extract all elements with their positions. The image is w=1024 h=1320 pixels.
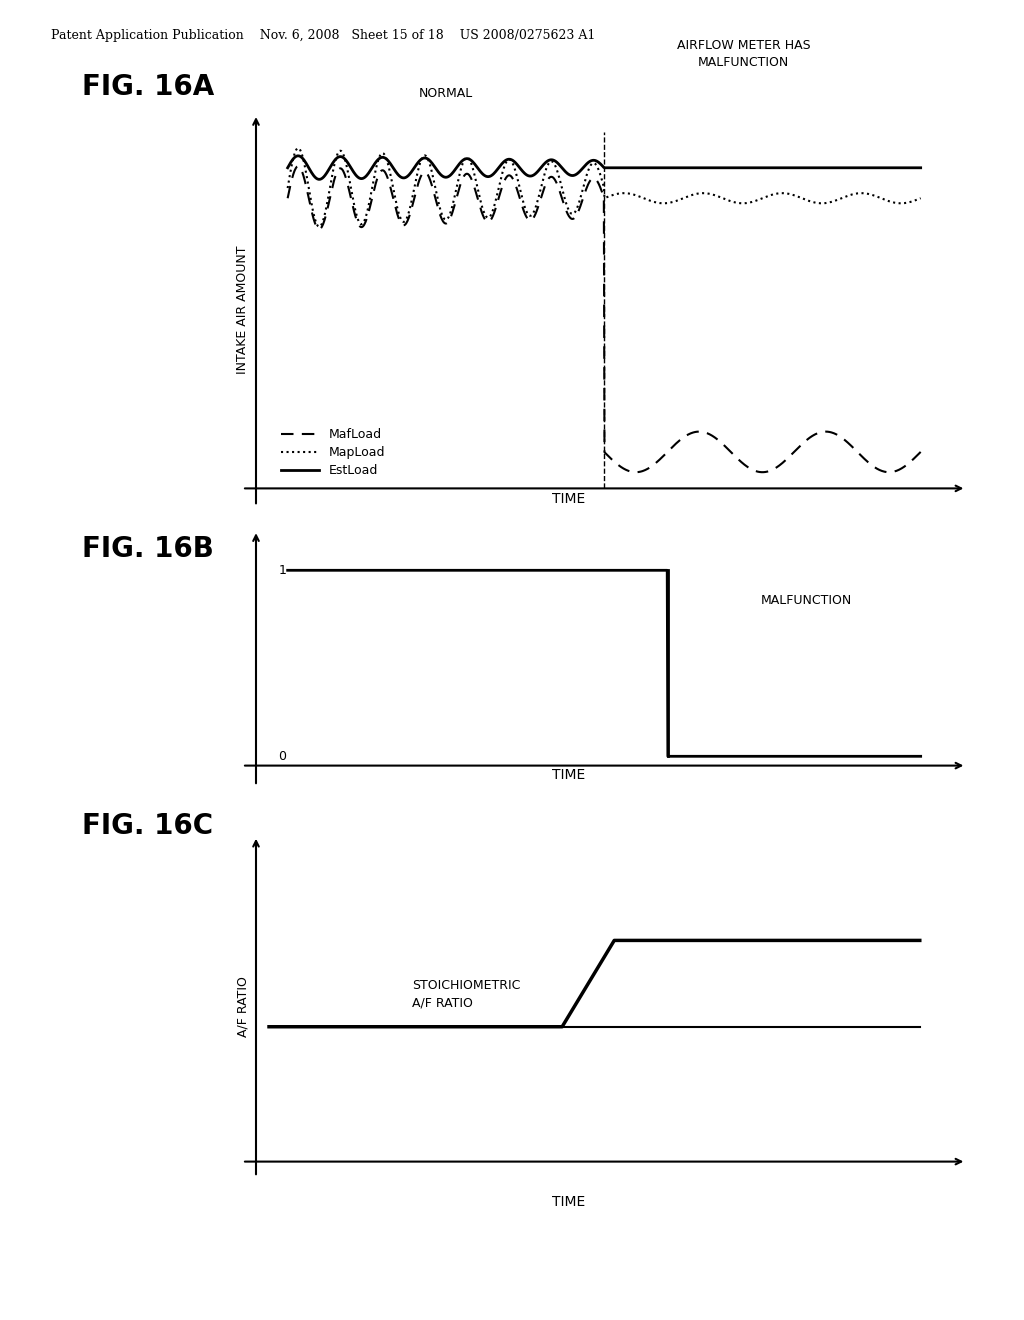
- Legend: MafLoad, MapLoad, EstLoad: MafLoad, MapLoad, EstLoad: [276, 424, 390, 482]
- Text: FIG. 16B: FIG. 16B: [82, 535, 214, 562]
- Text: STOICHIOMETRIC
A/F RATIO: STOICHIOMETRIC A/F RATIO: [413, 979, 520, 1010]
- Text: 0: 0: [279, 750, 286, 763]
- Text: AIRFLOW METER HAS
MALFUNCTION: AIRFLOW METER HAS MALFUNCTION: [677, 40, 810, 70]
- Text: TIME: TIME: [552, 768, 585, 783]
- Text: FIG. 16A: FIG. 16A: [82, 73, 214, 100]
- Text: NORMAL: NORMAL: [419, 87, 473, 100]
- Text: MALFUNCTION: MALFUNCTION: [761, 594, 852, 607]
- Text: 1: 1: [279, 564, 286, 577]
- Text: TIME: TIME: [552, 1195, 585, 1209]
- Y-axis label: A/F RATIO: A/F RATIO: [237, 975, 249, 1038]
- Text: FIG. 16C: FIG. 16C: [82, 812, 213, 840]
- Y-axis label: INTAKE AIR AMOUNT: INTAKE AIR AMOUNT: [237, 246, 249, 375]
- Text: Patent Application Publication    Nov. 6, 2008   Sheet 15 of 18    US 2008/02756: Patent Application Publication Nov. 6, 2…: [51, 29, 596, 42]
- Text: TIME: TIME: [552, 492, 585, 507]
